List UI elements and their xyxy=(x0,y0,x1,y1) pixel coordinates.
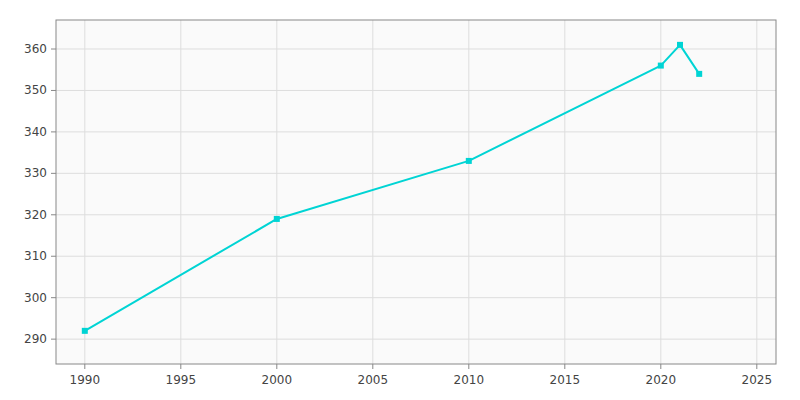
plot-frame xyxy=(56,20,776,364)
x-tick xyxy=(180,364,181,369)
x-tick xyxy=(84,364,85,369)
y-grid-line xyxy=(56,214,776,215)
x-grid-line xyxy=(180,20,181,364)
x-grid-line xyxy=(372,20,373,364)
y-tick-label: 320 xyxy=(24,208,47,222)
y-grid-line xyxy=(56,256,776,257)
x-tick-label: 2010 xyxy=(454,373,485,387)
marker xyxy=(677,42,683,48)
y-grid-line xyxy=(56,90,776,91)
y-tick-label: 290 xyxy=(24,332,47,346)
y-grid-line xyxy=(56,339,776,340)
y-tick-label: 300 xyxy=(24,291,47,305)
x-tick-label: 2000 xyxy=(262,373,293,387)
grid xyxy=(56,20,776,364)
x-tick-label: 2015 xyxy=(550,373,581,387)
x-tick xyxy=(756,364,757,369)
x-tick xyxy=(468,364,469,369)
marker xyxy=(274,216,280,222)
x-grid-line xyxy=(468,20,469,364)
x-grid-line xyxy=(276,20,277,364)
x-tick xyxy=(372,364,373,369)
x-tick-label: 2005 xyxy=(358,373,389,387)
x-grid-line xyxy=(756,20,757,364)
x-tick-label: 2025 xyxy=(742,373,773,387)
marker xyxy=(658,63,664,69)
y-tick xyxy=(51,131,56,132)
y-tick-label: 360 xyxy=(24,42,47,56)
y-tick xyxy=(51,214,56,215)
x-grid-line xyxy=(84,20,85,364)
marker xyxy=(466,158,472,164)
y-grid-line xyxy=(56,131,776,132)
x-tick-label: 1995 xyxy=(166,373,197,387)
y-tick-label: 330 xyxy=(24,166,47,180)
x-grid-line xyxy=(564,20,565,364)
x-tick xyxy=(660,364,661,369)
line xyxy=(85,45,699,331)
y-tick xyxy=(51,173,56,174)
x-tick xyxy=(564,364,565,369)
chart-svg: 1990 1995 2000 2005 2010 2015 2020 2025 290 300 31… xyxy=(0,0,800,400)
marker xyxy=(696,71,702,77)
x-tick-label: 1990 xyxy=(70,373,101,387)
y-tick xyxy=(51,90,56,91)
x-tick-label: 2020 xyxy=(646,373,677,387)
x-grid-line xyxy=(660,20,661,364)
y-tick xyxy=(51,49,56,50)
marker xyxy=(82,328,88,334)
y-tick-label: 310 xyxy=(24,249,47,263)
y-tick xyxy=(51,297,56,298)
x-tick xyxy=(276,364,277,369)
chart-container: 1990 1995 2000 2005 2010 2015 2020 2025 290 300 31… xyxy=(0,0,800,400)
plot-background xyxy=(56,20,776,364)
data-series xyxy=(82,42,702,334)
y-grid-line xyxy=(56,297,776,298)
y-grid-line xyxy=(56,49,776,50)
axes: 1990 1995 2000 2005 2010 2015 2020 2025 290 300 31… xyxy=(24,42,772,387)
y-tick-label: 340 xyxy=(24,125,47,139)
y-tick-label: 350 xyxy=(24,83,47,97)
y-grid-line xyxy=(56,173,776,174)
y-tick xyxy=(51,339,56,340)
y-tick xyxy=(51,256,56,257)
